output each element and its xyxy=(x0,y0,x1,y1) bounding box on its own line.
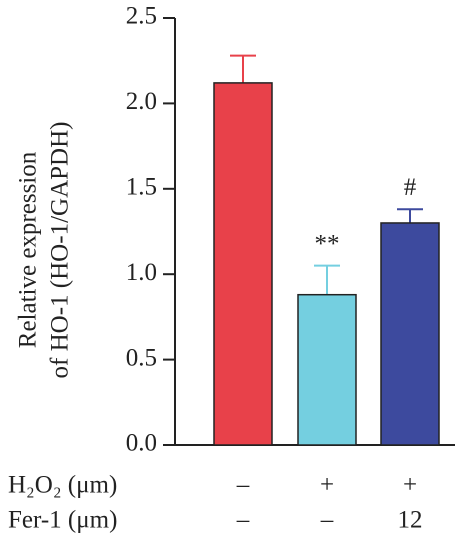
bar xyxy=(380,222,440,446)
treatment-value: – xyxy=(236,472,250,499)
y-tick-label: 2.5 xyxy=(126,3,157,30)
y-axis-label: of HO-1 (HO-1/GAPDH) xyxy=(47,122,74,379)
treatment-name: Fer-1 (μm) xyxy=(8,507,117,534)
y-label-line-2-group: of HO-1 (HO-1/GAPDH) xyxy=(47,122,74,379)
y-tick-label: 1.5 xyxy=(126,174,157,201)
bar xyxy=(297,293,357,446)
y-tick-label: 1.0 xyxy=(126,259,157,286)
treatment-name: H₂O₂ (μm) xyxy=(8,472,117,499)
bar xyxy=(213,82,273,446)
y-tick-label: 0.0 xyxy=(126,430,157,457)
annotation: ** xyxy=(315,230,340,257)
annotation: # xyxy=(404,174,417,201)
y-label-line-1-group: Relative expression xyxy=(15,151,42,348)
treatment-value: 12 xyxy=(398,507,423,534)
y-tick-label: 2.0 xyxy=(126,88,157,115)
y-axis-label: Relative expression xyxy=(15,151,42,348)
y-tick-label: 0.5 xyxy=(126,344,157,371)
treatment-value: + xyxy=(403,472,417,499)
treatment-value: – xyxy=(320,507,334,534)
treatment-value: + xyxy=(320,472,334,499)
treatment-value: – xyxy=(236,507,250,534)
